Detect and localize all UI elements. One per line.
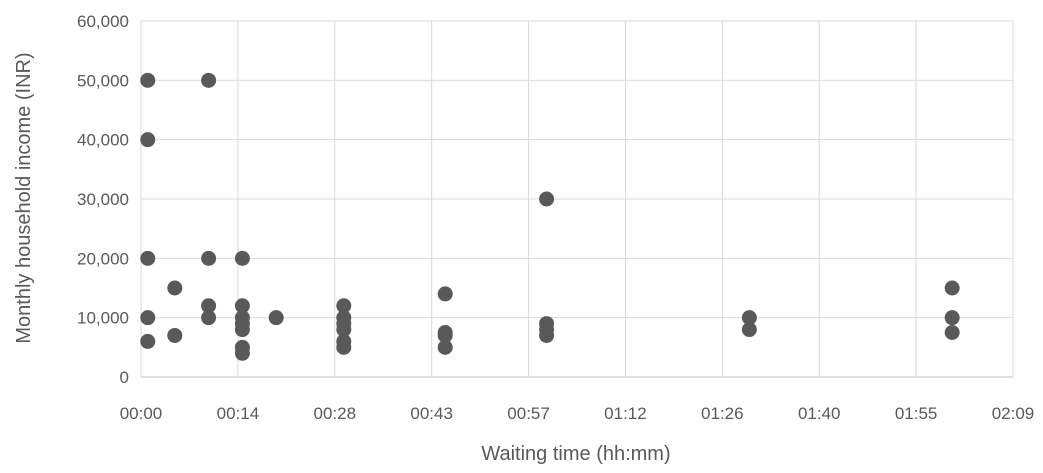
data-point <box>167 280 183 296</box>
data-point <box>234 298 250 314</box>
x-tick-label: 00:28 <box>314 404 357 423</box>
x-axis-label: Waiting time (hh:mm) <box>481 443 670 465</box>
x-tick-label: 01:40 <box>798 404 841 423</box>
gridlines <box>140 20 1014 378</box>
x-tick-label: 02:09 <box>992 404 1035 423</box>
y-tick-label: 40,000 <box>77 131 129 150</box>
x-tick-label: 01:26 <box>701 404 744 423</box>
y-tick-label: 50,000 <box>77 71 129 90</box>
y-axis-ticks: 0 10,000 20,000 30,000 40,000 50,000 60,000 <box>77 12 129 387</box>
data-points <box>140 72 960 361</box>
x-tick-label: 01:55 <box>895 404 938 423</box>
data-point <box>140 250 156 266</box>
data-point <box>140 333 156 349</box>
data-point <box>437 339 453 355</box>
y-tick-label: 60,000 <box>77 12 129 31</box>
data-point <box>268 310 284 326</box>
y-axis-label: Monthly household income (INR) <box>13 52 35 343</box>
x-tick-label: 00:00 <box>120 404 163 423</box>
data-point <box>140 72 156 88</box>
y-tick-label: 10,000 <box>77 309 129 328</box>
y-tick-label: 30,000 <box>77 190 129 209</box>
x-tick-label: 00:57 <box>507 404 550 423</box>
data-point <box>201 310 217 326</box>
y-tick-label: 0 <box>120 368 129 387</box>
data-point <box>140 132 156 148</box>
data-point <box>741 310 757 326</box>
data-point <box>944 280 960 296</box>
data-point <box>336 298 352 314</box>
data-point <box>336 339 352 355</box>
y-tick-label: 20,000 <box>77 249 129 268</box>
data-point <box>234 322 250 338</box>
data-point <box>140 310 156 326</box>
data-point <box>234 250 250 266</box>
x-tick-label: 00:43 <box>410 404 453 423</box>
data-point <box>167 327 183 343</box>
data-point <box>944 325 960 340</box>
data-point <box>539 191 555 207</box>
data-point <box>336 322 352 338</box>
data-point <box>201 298 217 314</box>
data-point <box>437 327 453 343</box>
data-point <box>201 250 217 266</box>
data-point <box>539 327 555 343</box>
data-point <box>944 310 960 326</box>
x-tick-label: 01:12 <box>604 404 647 423</box>
data-point <box>741 322 757 338</box>
x-axis-ticks: 00:00 00:14 00:28 00:43 00:57 01:12 01:26 01:40… <box>120 404 1035 423</box>
data-point <box>234 345 250 361</box>
data-point <box>201 72 217 88</box>
data-point <box>437 286 453 302</box>
x-tick-label: 00:14 <box>217 404 260 423</box>
